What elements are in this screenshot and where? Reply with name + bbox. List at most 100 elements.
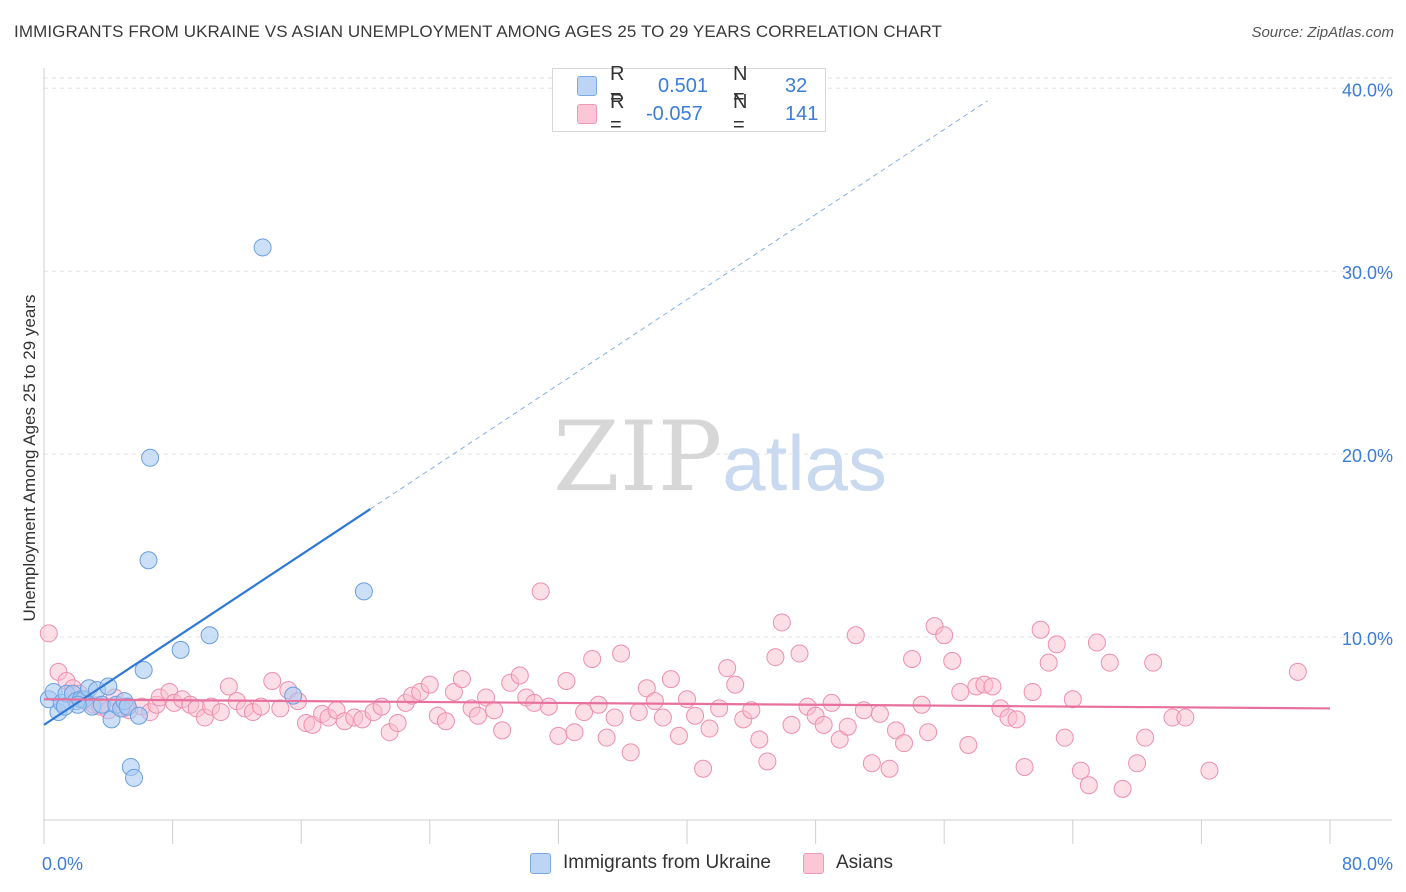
correlation-legend: R = 0.501 N = 32 R = -0.057 N = 141 xyxy=(552,63,826,136)
point-asians xyxy=(895,734,914,753)
point-asians xyxy=(766,648,785,667)
point-asians xyxy=(469,706,488,725)
point-asians xyxy=(605,708,624,727)
point-asians xyxy=(565,723,584,742)
point-ukraine xyxy=(171,640,190,659)
point-asians xyxy=(39,624,58,643)
legend-swatch-asians xyxy=(577,104,597,124)
point-asians xyxy=(452,670,471,689)
tick-labels: 10.0% 20.0% 30.0% 40.0% 0.0% 80.0% xyxy=(42,80,1393,874)
point-asians xyxy=(436,712,455,731)
legend-swatch-asians xyxy=(803,852,824,874)
point-asians xyxy=(919,723,938,742)
point-asians xyxy=(1128,754,1147,773)
point-asians xyxy=(814,715,833,734)
chart-title: IMMIGRANTS FROM UKRAINE VS ASIAN UNEMPLO… xyxy=(14,22,943,41)
point-asians xyxy=(758,752,777,771)
point-asians xyxy=(694,759,713,778)
point-asians xyxy=(645,692,664,711)
point-asians xyxy=(485,701,504,720)
point-asians xyxy=(1055,728,1074,747)
point-asians xyxy=(1023,682,1042,701)
legend-label-ukraine: Immigrants from Ukraine xyxy=(563,852,771,873)
point-asians xyxy=(862,754,881,773)
legend-item-ukraine[interactable]: Immigrants from Ukraine xyxy=(530,852,771,874)
point-asians xyxy=(388,714,407,733)
point-asians xyxy=(420,675,439,694)
point-asians xyxy=(1079,776,1098,795)
point-asians xyxy=(583,650,602,669)
legend-n-value: 141 xyxy=(785,102,819,125)
y-tick-label: 10.0% xyxy=(1342,629,1393,649)
legend-item-asians[interactable]: Asians xyxy=(803,852,893,874)
point-asians xyxy=(1113,779,1132,798)
point-asians xyxy=(444,682,463,701)
point-asians xyxy=(219,677,238,696)
point-asians xyxy=(557,671,576,690)
watermark: ZIPatlas xyxy=(553,401,887,513)
point-asians xyxy=(1288,662,1307,681)
point-asians xyxy=(678,690,696,709)
point-asians xyxy=(1015,757,1034,776)
point-asians xyxy=(886,721,905,740)
point-asians xyxy=(870,704,889,723)
point-asians xyxy=(880,759,899,778)
y-tick-label: 40.0% xyxy=(1342,80,1393,100)
legend-label-asians: Asians xyxy=(836,852,894,873)
point-asians xyxy=(846,626,865,645)
chart-source: Source: ZipAtlas.com xyxy=(1251,24,1394,41)
point-asians xyxy=(589,695,608,714)
point-asians xyxy=(903,650,922,669)
point-asians xyxy=(718,659,737,678)
point-asians xyxy=(742,701,761,720)
point-asians xyxy=(830,730,849,749)
point-asians xyxy=(661,670,680,689)
point-ukraine xyxy=(139,551,158,570)
legend-r-value: -0.057 xyxy=(646,102,703,125)
point-asians xyxy=(539,697,558,716)
point-asians xyxy=(252,697,271,716)
point-asians xyxy=(935,626,954,645)
point-asians xyxy=(621,743,640,762)
point-asians xyxy=(686,706,705,725)
legend-n-label: N = xyxy=(733,63,748,108)
y-tick-label: 20.0% xyxy=(1342,446,1393,466)
point-asians xyxy=(510,666,529,685)
point-asians xyxy=(1063,690,1082,709)
point-ukraine xyxy=(141,448,160,467)
point-asians xyxy=(669,726,688,745)
point-asians xyxy=(838,717,857,736)
point-asians xyxy=(959,736,978,754)
trend-line-ukraine xyxy=(43,508,371,726)
point-ukraine xyxy=(129,706,148,725)
series-asians xyxy=(39,582,1307,798)
legend-swatch-ukraine xyxy=(577,76,597,96)
point-asians xyxy=(822,693,841,712)
gridlines xyxy=(44,77,1392,638)
point-asians xyxy=(790,644,809,663)
point-asians xyxy=(653,708,672,727)
point-asians xyxy=(637,679,656,698)
x-tick-label-max: 80.0% xyxy=(1342,854,1393,874)
trend-line-asians xyxy=(43,698,1331,710)
point-ukraine xyxy=(284,686,303,705)
point-asians xyxy=(700,719,719,738)
point-asians xyxy=(612,644,631,663)
point-asians xyxy=(1071,761,1090,780)
point-asians xyxy=(1031,620,1050,639)
point-asians xyxy=(1176,708,1195,727)
trend-lines xyxy=(43,100,1331,726)
legend-r-label: R = xyxy=(610,91,625,136)
point-asians xyxy=(1047,635,1066,654)
legend-n-value: 32 xyxy=(785,74,808,97)
point-asians xyxy=(1144,653,1163,672)
point-asians xyxy=(750,730,769,749)
point-asians xyxy=(943,651,962,670)
point-asians xyxy=(597,728,616,747)
legend-r-value: 0.501 xyxy=(658,74,709,97)
point-asians xyxy=(263,671,282,690)
point-ukraine xyxy=(253,238,272,257)
point-ukraine xyxy=(125,768,144,787)
point-asians xyxy=(983,677,1002,696)
